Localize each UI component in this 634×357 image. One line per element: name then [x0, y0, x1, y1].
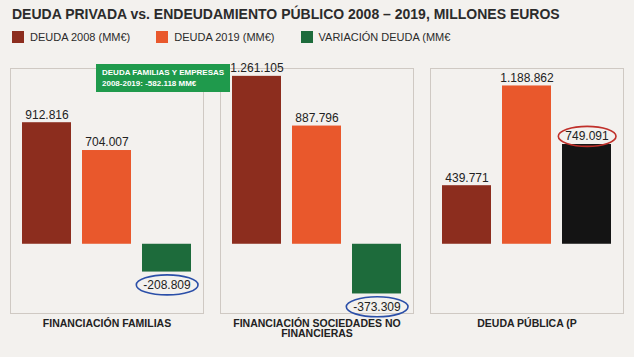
svg-text:DEUDA PÚBLICA (P: DEUDA PÚBLICA (P: [477, 317, 577, 329]
svg-text:-373.309: -373.309: [353, 300, 401, 314]
svg-text:-208.809: -208.809: [143, 278, 191, 292]
svg-text:FINANCIACIÓN FAMILIAS: FINANCIACIÓN FAMILIAS: [43, 317, 171, 329]
svg-text:FINANCIACIÓN SOCIEDADES NOFINA: FINANCIACIÓN SOCIEDADES NOFINANCIERAS: [233, 317, 400, 340]
html-text:DEUDA 2019 (MM€): DEUDA 2019 (MM€): [174, 31, 275, 43]
html-text:DEUDA PRIVADA vs. ENDEUDAMIENT: DEUDA PRIVADA vs. ENDEUDAMIENTO PÚBLICO …: [12, 6, 560, 22]
svg-text:887.796: 887.796: [295, 111, 339, 125]
html-text:DEUDA 2008 (MM€): DEUDA 2008 (MM€): [30, 31, 131, 43]
html-text:DEUDA FAMILIAS Y EMPRESAS: DEUDA FAMILIAS Y EMPRESAS: [102, 68, 225, 77]
svg-text:704.007: 704.007: [85, 135, 129, 149]
html-text:VARIACIÓN DEUDA (MM€: VARIACIÓN DEUDA (MM€: [318, 31, 451, 43]
svg-text:1.188.862: 1.188.862: [500, 71, 554, 85]
svg-text:749.091: 749.091: [565, 129, 609, 143]
svg-text:439.771: 439.771: [445, 171, 489, 185]
html-text:2008-2019: -582.118 MM€: 2008-2019: -582.118 MM€: [102, 79, 197, 88]
svg-text:1.261.105: 1.261.105: [230, 61, 284, 75]
svg-text:912.816: 912.816: [25, 108, 69, 122]
